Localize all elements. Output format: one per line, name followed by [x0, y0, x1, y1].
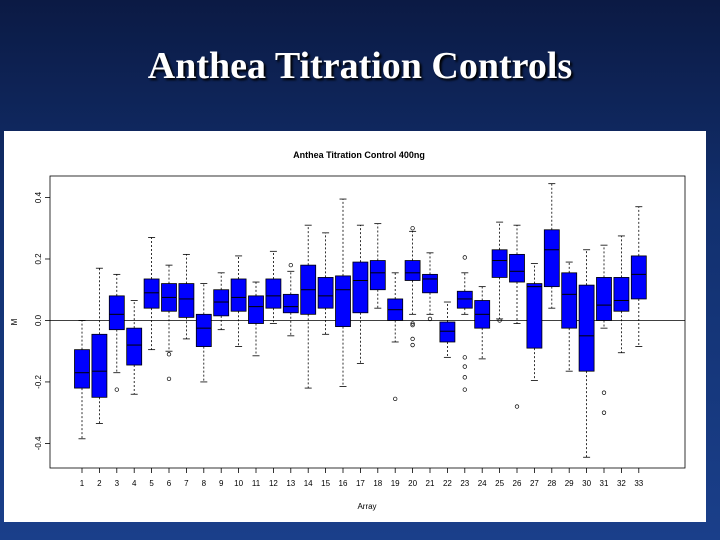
outlier-point: [427, 316, 433, 322]
chart-panel: Anthea Titration Control 400ng -0.4 -0.2 0…: [4, 131, 706, 522]
box: [404, 260, 421, 281]
outlier-point: [601, 410, 607, 415]
y-tick-label: 0.2: [34, 253, 43, 265]
x-tick-label: 14: [304, 479, 313, 488]
outlier-point: [462, 364, 467, 369]
x-tick-label: 2: [97, 479, 102, 488]
x-tick-label: 22: [443, 479, 452, 488]
x-tick-label: 8: [202, 479, 207, 488]
outlier-point: [410, 322, 415, 328]
x-tick-label: 31: [600, 479, 609, 488]
x-tick-label: 21: [426, 479, 435, 488]
x-tick-label: 24: [478, 479, 487, 488]
x-tick-label: 12: [269, 479, 278, 488]
outlier-point: [462, 387, 467, 392]
x-tick-label: 26: [513, 479, 522, 488]
outlier-point: [462, 375, 467, 380]
outlier-point: [462, 355, 467, 360]
outlier-point: [497, 318, 502, 323]
x-tick-label: 10: [234, 479, 243, 488]
x-tick-label: 9: [219, 479, 224, 488]
outlier-point: [410, 342, 415, 348]
box: [352, 261, 369, 314]
box: [630, 255, 647, 300]
x-tick-label: 19: [391, 479, 400, 488]
box: [596, 277, 612, 321]
x-tick-label: 18: [373, 479, 382, 488]
outlier-point: [114, 387, 119, 392]
x-tick-label: 1: [80, 479, 85, 488]
x-axis-label: Array: [357, 502, 376, 511]
box: [195, 313, 212, 347]
box: [491, 249, 508, 278]
y-tick-label: 0.0: [34, 314, 43, 326]
y-tick-label: 0.4: [34, 191, 43, 203]
x-tick-label: 23: [460, 479, 469, 488]
box: [248, 295, 264, 324]
y-axis-label: M: [10, 318, 19, 325]
x-tick-label: 29: [565, 479, 574, 488]
x-tick-label: 27: [530, 479, 539, 488]
box: [108, 295, 125, 331]
plot-layer: -0.4-0.20.00.20.41 2 3 4 5 6 7 8 9 10 11 12 13 14 15 16…: [34, 183, 685, 488]
y-tick-label: -0.2: [34, 374, 43, 388]
x-tick-label: 17: [356, 479, 365, 488]
x-tick-label: 3: [115, 479, 120, 488]
box: [230, 278, 247, 312]
outlier-point: [410, 226, 415, 231]
x-tick-label: 16: [339, 479, 348, 488]
outlier-point: [166, 352, 172, 357]
box: [265, 278, 282, 309]
box: [91, 333, 108, 398]
chart-title: Anthea Titration Control 400ng: [293, 150, 425, 160]
outlier-point: [462, 255, 467, 260]
y-tick-label: -0.4: [34, 436, 43, 450]
slide-title: Anthea Titration Controls: [147, 45, 573, 87]
x-tick-label: 7: [184, 479, 189, 488]
box: [126, 327, 143, 366]
box: [543, 229, 560, 288]
x-tick-label: 28: [547, 479, 556, 488]
box: [509, 253, 525, 283]
box: [561, 272, 578, 329]
box: [178, 283, 195, 318]
box: [213, 289, 230, 317]
x-tick-label: 20: [408, 479, 417, 488]
x-tick-label: 4: [132, 479, 137, 488]
x-tick-label: 25: [495, 479, 504, 488]
box: [143, 278, 160, 309]
x-tick-label: 11: [252, 479, 261, 488]
box: [613, 277, 630, 312]
box: [335, 275, 351, 328]
x-tick-label: 30: [582, 479, 591, 488]
x-tick-label: 13: [286, 479, 295, 488]
box: [422, 273, 438, 294]
x-tick-label: 15: [321, 479, 330, 488]
x-tick-label: 5: [149, 479, 154, 488]
x-tick-label: 6: [167, 479, 172, 488]
x-tick-label: 32: [617, 479, 626, 488]
box: [282, 293, 299, 314]
outlier-point: [393, 396, 398, 401]
x-tick-label: 33: [634, 479, 643, 488]
box: [456, 290, 473, 309]
outlier-point: [410, 336, 415, 342]
outlier-point: [601, 390, 607, 395]
box: [317, 277, 334, 309]
box: [578, 284, 595, 372]
outlier-point: [410, 321, 415, 326]
outlier-point: [514, 404, 520, 409]
box: [74, 349, 90, 389]
box: [439, 321, 456, 343]
box: [369, 260, 386, 291]
outlier-point: [166, 376, 172, 382]
plot-frame: [49, 175, 686, 469]
outlier-point: [288, 262, 293, 268]
box: [526, 283, 543, 349]
boxplot-chart: Anthea Titration Control 400ng -0.4 -0.2 0…: [10, 150, 686, 511]
